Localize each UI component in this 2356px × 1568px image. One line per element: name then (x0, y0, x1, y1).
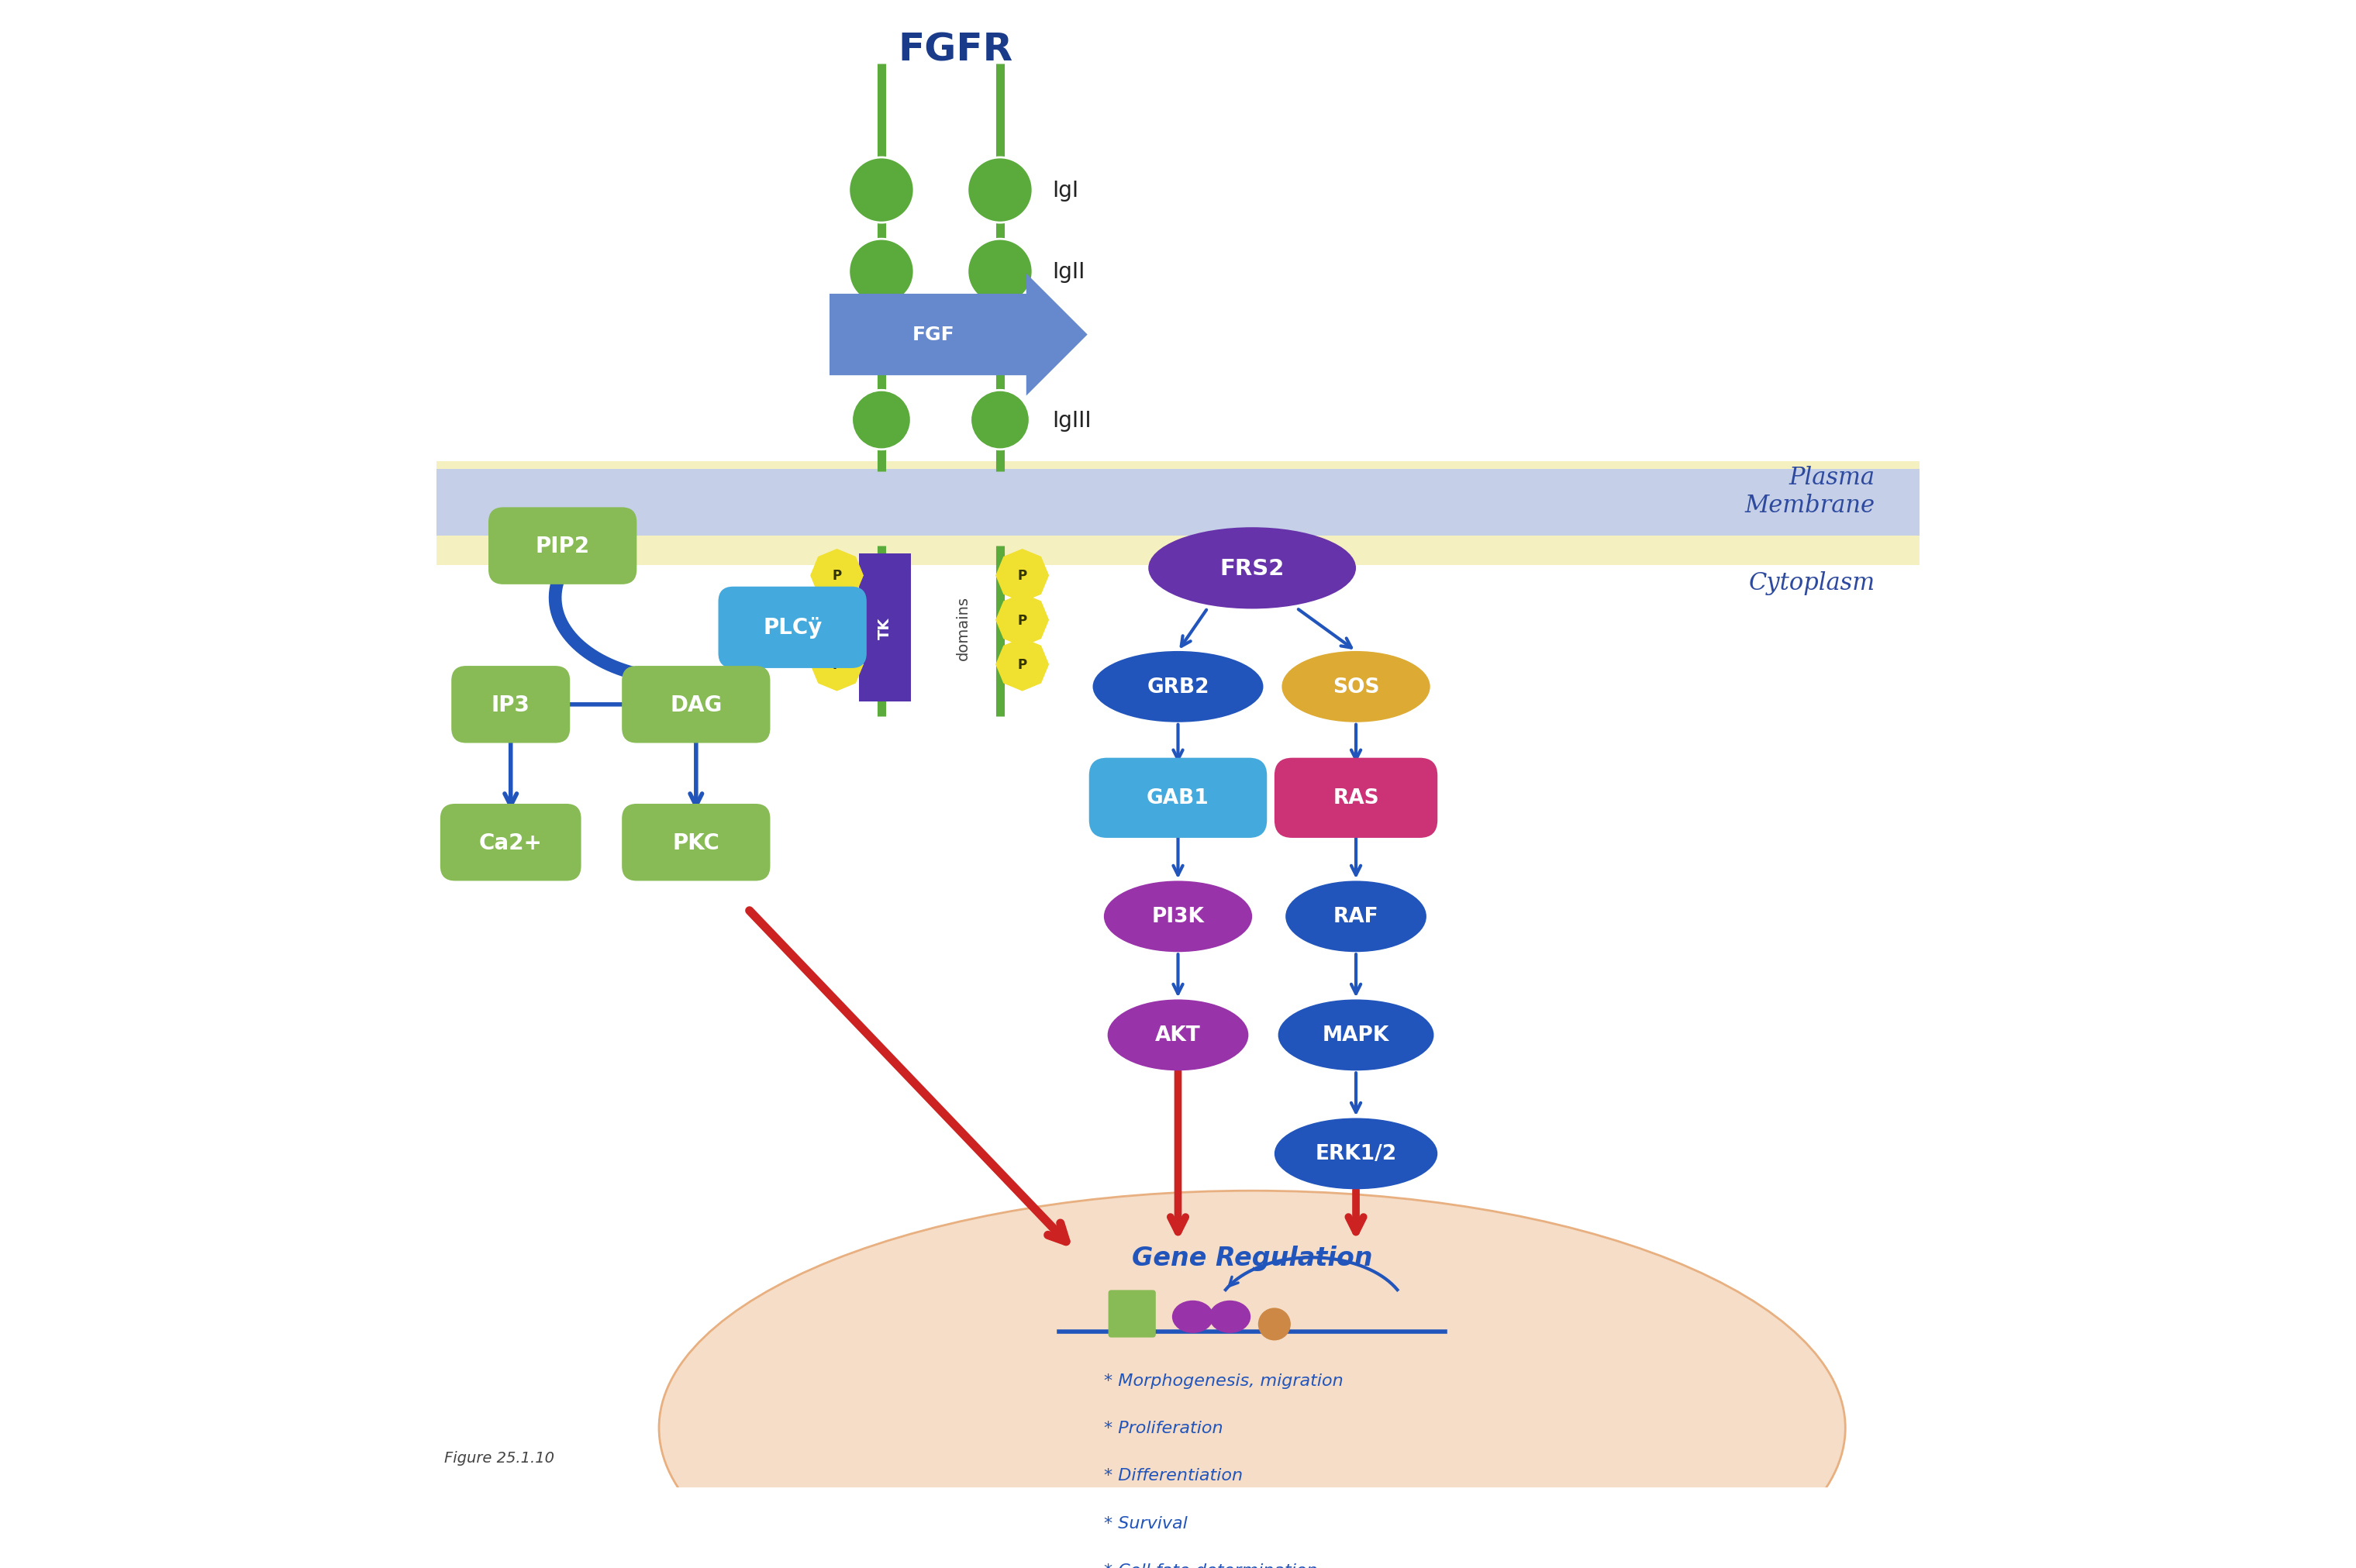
Text: FRS2: FRS2 (1220, 558, 1284, 579)
Bar (860, 554, 912, 702)
Bar (436, 536, 1920, 566)
Text: * Survival: * Survival (1105, 1515, 1187, 1530)
Text: Gene Regulation: Gene Regulation (1131, 1245, 1374, 1270)
Text: P: P (1018, 613, 1027, 627)
Circle shape (848, 158, 914, 223)
Ellipse shape (1093, 651, 1263, 723)
Text: * Morphogenesis, migration: * Morphogenesis, migration (1105, 1374, 1343, 1388)
Text: Cytoplasm: Cytoplasm (1748, 571, 1875, 596)
Text: DAG: DAG (669, 695, 721, 715)
FancyBboxPatch shape (441, 804, 582, 881)
Bar (436, 469, 1920, 539)
Text: IP3: IP3 (492, 695, 530, 715)
Ellipse shape (1286, 881, 1425, 952)
Circle shape (968, 240, 1032, 304)
Text: PKC: PKC (671, 831, 719, 853)
Text: IgI: IgI (1051, 180, 1079, 201)
Text: Plasma
Membrane: Plasma Membrane (1746, 466, 1875, 517)
Text: SOS: SOS (1333, 677, 1378, 698)
Text: RAS: RAS (1333, 789, 1378, 808)
FancyBboxPatch shape (719, 586, 867, 668)
Text: Figure 25.1.10: Figure 25.1.10 (443, 1450, 554, 1465)
FancyBboxPatch shape (622, 804, 770, 881)
FancyBboxPatch shape (488, 508, 636, 585)
Bar (436, 463, 1920, 499)
Circle shape (853, 390, 912, 450)
Text: TK: TK (879, 616, 893, 638)
Text: PLCÿ: PLCÿ (763, 616, 822, 638)
Ellipse shape (1171, 1300, 1213, 1333)
Text: P: P (832, 613, 841, 627)
Text: ERK1/2: ERK1/2 (1315, 1143, 1397, 1163)
Text: * Differentiation: * Differentiation (1105, 1468, 1242, 1483)
Text: domains: domains (957, 596, 971, 660)
Text: P: P (1018, 659, 1027, 671)
Text: P: P (832, 659, 841, 671)
FancyBboxPatch shape (829, 274, 1088, 397)
Ellipse shape (1277, 1000, 1435, 1071)
Text: P: P (1018, 569, 1027, 583)
FancyBboxPatch shape (1275, 759, 1437, 839)
Text: P: P (832, 569, 841, 583)
FancyBboxPatch shape (622, 666, 770, 743)
FancyBboxPatch shape (1107, 1290, 1157, 1338)
Text: PI3K: PI3K (1152, 906, 1204, 927)
Text: FGF: FGF (912, 325, 954, 343)
Text: AKT: AKT (1154, 1025, 1202, 1046)
Ellipse shape (1282, 651, 1430, 723)
Circle shape (971, 390, 1030, 450)
Ellipse shape (1258, 1308, 1291, 1341)
Ellipse shape (660, 1190, 1845, 1568)
Text: PIP2: PIP2 (535, 535, 589, 557)
Text: * Proliferation: * Proliferation (1105, 1421, 1223, 1436)
FancyBboxPatch shape (1088, 759, 1268, 839)
FancyBboxPatch shape (452, 666, 570, 743)
Text: GAB1: GAB1 (1147, 789, 1209, 808)
Ellipse shape (1105, 881, 1251, 952)
Text: RAF: RAF (1333, 906, 1378, 927)
Text: * Cell fate determination: * Cell fate determination (1105, 1562, 1317, 1568)
Ellipse shape (1147, 528, 1357, 610)
Ellipse shape (1209, 1300, 1251, 1333)
Text: FGFR: FGFR (898, 31, 1013, 69)
Text: Ca2+: Ca2+ (478, 831, 542, 853)
Text: GRB2: GRB2 (1147, 677, 1209, 698)
Text: IgII: IgII (1051, 262, 1084, 282)
Circle shape (968, 158, 1032, 223)
Circle shape (848, 240, 914, 304)
Ellipse shape (1107, 1000, 1249, 1071)
Ellipse shape (1275, 1118, 1437, 1190)
Text: IgIII: IgIII (1051, 409, 1091, 431)
Text: MAPK: MAPK (1322, 1025, 1390, 1046)
